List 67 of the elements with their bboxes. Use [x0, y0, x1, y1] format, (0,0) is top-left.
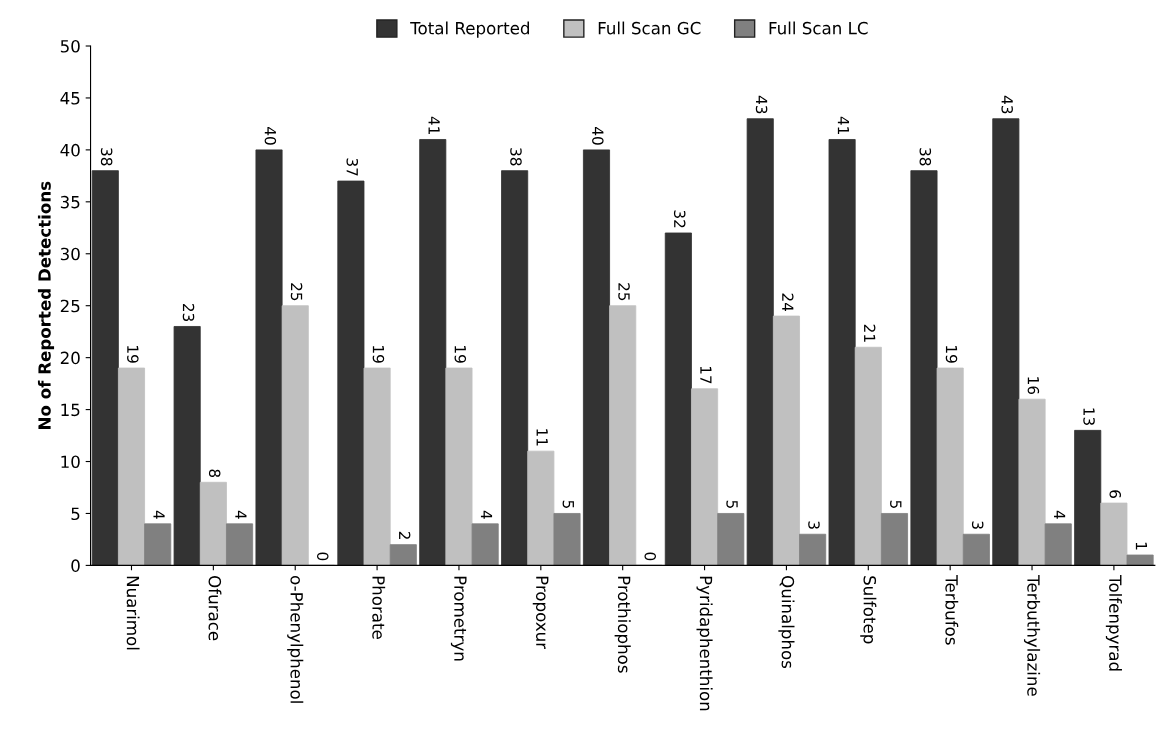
data-label: 4 — [235, 510, 247, 519]
data-label: 8 — [208, 469, 221, 478]
data-label: 6 — [1109, 490, 1122, 498]
y-tick-label: 35 — [60, 195, 80, 209]
data-label: 19 — [454, 346, 467, 363]
data-label: 5 — [562, 500, 574, 508]
x-tick-label: Pyridaphenthion — [696, 576, 713, 711]
y-tick-label: 50 — [60, 39, 80, 53]
data-label: 23 — [182, 303, 195, 322]
data-label: 11 — [536, 429, 548, 446]
y-tick-label: 40 — [60, 143, 80, 157]
data-label: 3 — [971, 521, 984, 529]
data-label: 16 — [1027, 377, 1040, 395]
data-label: 2 — [399, 531, 411, 539]
data-label: 0 — [316, 552, 329, 561]
data-label: 38 — [100, 148, 113, 166]
data-label: 25 — [290, 283, 303, 301]
legend-label: Full Scan LC — [769, 21, 868, 35]
data-label: 37 — [346, 158, 359, 176]
x-tick-label: Nuarimol — [126, 576, 140, 650]
y-tick-label: 5 — [71, 507, 80, 521]
x-tick-label: Prothiophos — [614, 576, 631, 673]
y-tick-label: 20 — [60, 351, 80, 365]
data-label: 17 — [700, 366, 712, 384]
y-tick-label: 45 — [60, 92, 80, 105]
legend-label: Total Reported — [410, 21, 529, 38]
y-tick-label: 30 — [60, 247, 80, 261]
data-label: 19 — [945, 346, 958, 363]
x-tick-label: Propoxur — [532, 576, 549, 650]
data-label: 41 — [837, 116, 850, 134]
x-tick-label: Terbufos — [945, 575, 959, 645]
x-tick-label: Sulfotep — [860, 576, 877, 644]
data-label: 4 — [1054, 510, 1066, 519]
data-label: 5 — [890, 500, 902, 508]
data-label: 43 — [1001, 95, 1013, 114]
data-label: 4 — [480, 510, 493, 519]
data-label: 43 — [755, 95, 768, 114]
data-label: 25 — [618, 283, 630, 301]
x-tick-label: Quinalphos — [778, 576, 795, 669]
data-label: 0 — [644, 552, 657, 561]
y-tick-label: 15 — [61, 403, 80, 417]
y-tick-label: 25 — [60, 299, 80, 313]
data-label: 24 — [782, 293, 794, 312]
x-tick-label: Tolfenpyrad — [1105, 575, 1122, 671]
data-label: 40 — [264, 127, 277, 145]
data-label: 3 — [808, 521, 820, 529]
y-axis-title: No of Reported Detections — [37, 181, 55, 429]
data-label: 40 — [592, 127, 604, 145]
data-label: 5 — [726, 500, 738, 508]
data-label: 32 — [673, 210, 686, 228]
data-label: 21 — [864, 324, 876, 342]
x-tick-label: Phorate — [372, 576, 386, 639]
y-tick-label: 10 — [61, 455, 80, 469]
data-label: 19 — [127, 346, 139, 363]
x-tick-label: o-Phenylphenol — [287, 576, 304, 703]
data-label: 13 — [1083, 408, 1095, 425]
data-label: 41 — [428, 116, 440, 134]
data-label: 38 — [919, 148, 932, 166]
legend-label: Full Scan GC — [598, 21, 701, 35]
data-label: 38 — [510, 148, 522, 166]
data-label: 1 — [1135, 542, 1148, 550]
data-label: 4 — [153, 510, 165, 519]
y-tick-label: 0 — [71, 559, 80, 572]
x-tick-label: Ofurace — [208, 576, 222, 641]
data-label: 19 — [372, 346, 385, 363]
x-tick-label: Prometryn — [450, 576, 467, 661]
x-tick-label: Terbuthylazine — [1023, 575, 1041, 696]
